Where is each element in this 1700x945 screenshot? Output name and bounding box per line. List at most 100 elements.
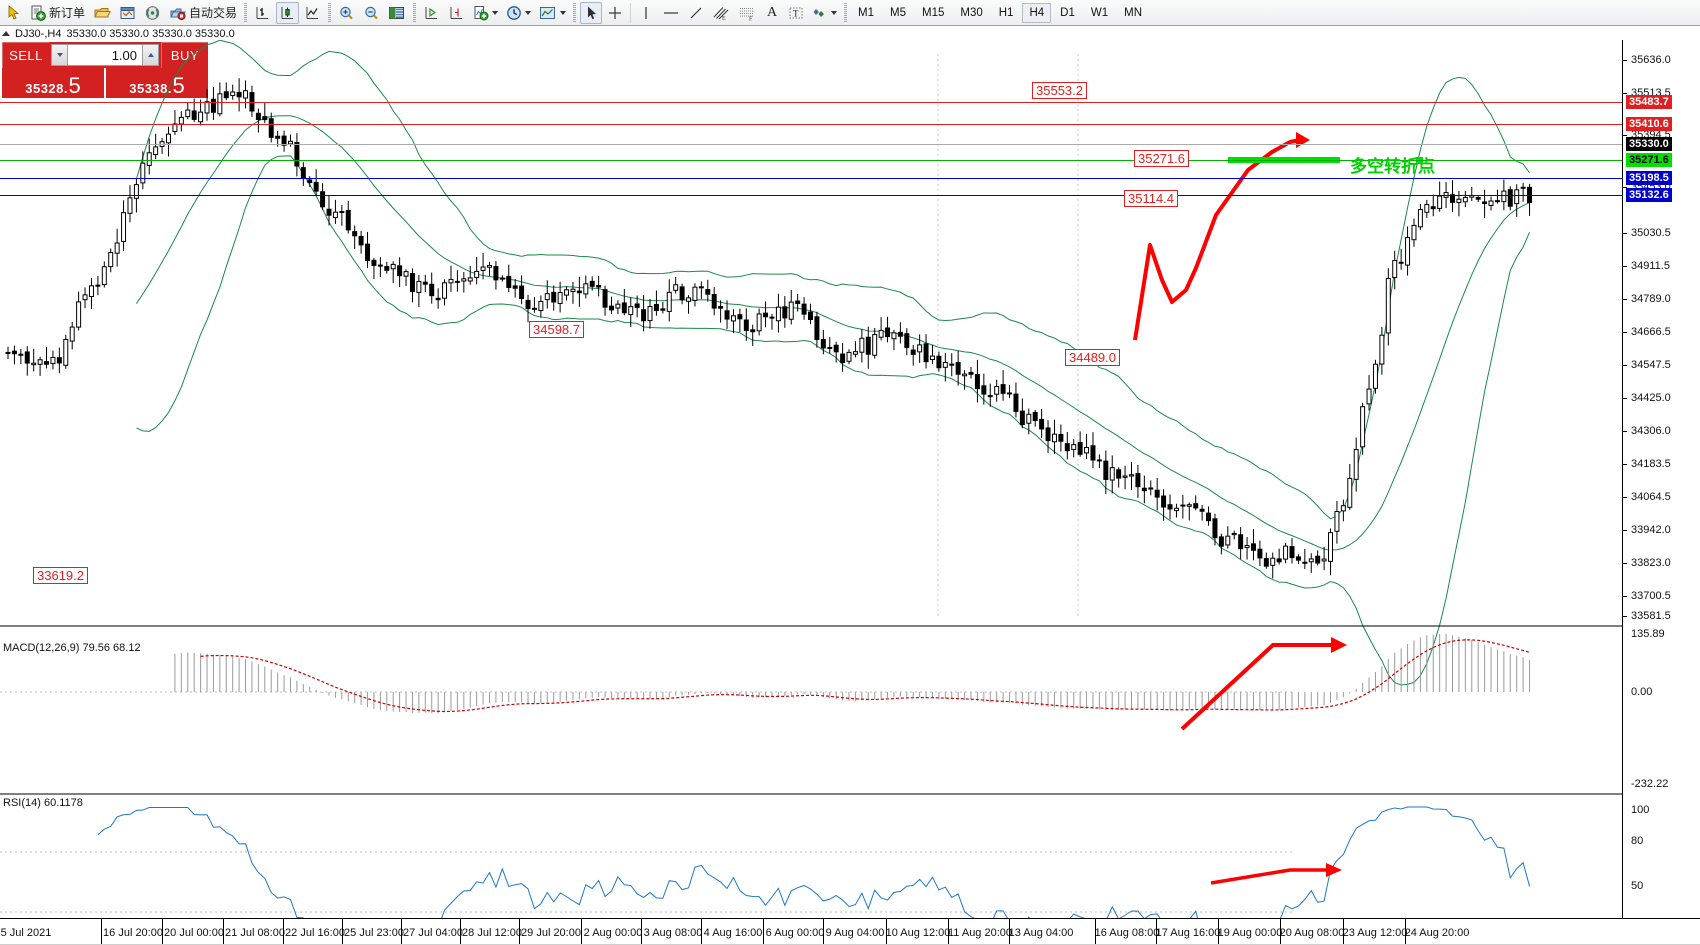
chevron-down-icon[interactable] bbox=[831, 10, 838, 15]
buy-price-button[interactable]: 35338 . 5 bbox=[104, 68, 208, 98]
time-axis-separator bbox=[823, 919, 824, 945]
vline-icon[interactable] bbox=[635, 2, 657, 24]
timeframe-m15[interactable]: M15 bbox=[922, 6, 945, 19]
price-level-chip[interactable]: 35483.7 bbox=[1626, 95, 1672, 109]
price-level-chip[interactable]: 35330.0 bbox=[1626, 137, 1672, 151]
time-axis-separator bbox=[948, 919, 949, 945]
crosshair-icon[interactable] bbox=[604, 2, 626, 24]
horizontal-level-line[interactable] bbox=[0, 160, 1622, 161]
data-window-icon[interactable] bbox=[385, 2, 409, 24]
time-axis-separator bbox=[1009, 919, 1010, 945]
chevron-down-icon[interactable] bbox=[525, 10, 532, 15]
macd-manual-arrow[interactable] bbox=[1180, 637, 1347, 731]
horizontal-level-line[interactable] bbox=[0, 124, 1622, 125]
chevron-down-icon[interactable] bbox=[560, 10, 567, 15]
price-plot[interactable]: 35553.2 35271.6 35114.4 34598.7 34489.0 33619… bbox=[0, 40, 1622, 918]
scroll-end-icon[interactable] bbox=[420, 2, 443, 24]
indicator-axis-label: 135.89 bbox=[1631, 628, 1665, 640]
volume-input[interactable]: 1.00 bbox=[68, 44, 142, 66]
price-axis-label: 33823.0 bbox=[1631, 557, 1671, 569]
hline-icon[interactable] bbox=[659, 2, 683, 24]
time-axis-separator bbox=[283, 919, 284, 945]
toolbar-separator bbox=[244, 2, 248, 23]
sell-button[interactable]: SELL bbox=[2, 42, 49, 68]
candlestick-chart-icon[interactable] bbox=[276, 1, 300, 24]
fibonacci-icon[interactable]: F bbox=[735, 2, 759, 24]
timeframe-m1[interactable]: M1 bbox=[858, 6, 875, 19]
equidistant-channel-icon[interactable]: E bbox=[709, 2, 733, 24]
textlabel-icon[interactable]: T bbox=[785, 2, 807, 24]
shapes-icon[interactable] bbox=[809, 2, 840, 24]
templates-icon[interactable] bbox=[536, 2, 569, 24]
time-axis-separator bbox=[162, 919, 163, 945]
autotrade-button[interactable]: 自动交易 bbox=[166, 2, 240, 24]
new-order-button[interactable]: 新订单 bbox=[27, 2, 88, 24]
price-axis-tick bbox=[1623, 365, 1627, 366]
time-axis[interactable]: 5 Jul 2021 16 Jul 20:00 20 Jul 00:00 21 Jul… bbox=[0, 918, 1700, 945]
time-axis-label: 20 Jul 00:00 bbox=[164, 927, 224, 939]
zoom-in-icon[interactable] bbox=[335, 2, 358, 24]
price-level-chip[interactable]: 35198.5 bbox=[1626, 171, 1672, 185]
timeframe-mn[interactable]: MN bbox=[1124, 6, 1142, 19]
window-icon[interactable] bbox=[116, 2, 139, 24]
price-axis-tick bbox=[1623, 530, 1627, 531]
time-axis-separator bbox=[223, 919, 224, 945]
price-axis-label: 34425.0 bbox=[1631, 392, 1671, 404]
cursor-arrow-icon[interactable] bbox=[3, 2, 25, 24]
buy-price-separator: . bbox=[167, 81, 172, 96]
trendline-icon[interactable] bbox=[685, 2, 707, 24]
zoom-out-icon[interactable] bbox=[360, 2, 383, 24]
sell-price-button[interactable]: 35328 . 5 bbox=[2, 68, 104, 98]
price-annotation-tag[interactable]: 35271.6 bbox=[1134, 150, 1189, 167]
buy-button[interactable]: BUY bbox=[161, 42, 208, 68]
price-annotation-tag[interactable]: 34489.0 bbox=[1065, 349, 1120, 366]
signals-icon[interactable] bbox=[141, 2, 164, 24]
price-level-chip[interactable]: 35132.6 bbox=[1626, 188, 1672, 202]
chart-shift-icon[interactable] bbox=[445, 2, 468, 24]
autotrade-label: 自动交易 bbox=[189, 6, 238, 20]
chart-canvas-area[interactable]: 35553.2 35271.6 35114.4 34598.7 34489.0 33619… bbox=[0, 40, 1700, 944]
price-level-chip[interactable]: 35410.6 bbox=[1626, 117, 1672, 131]
sell-price-fraction: 5 bbox=[68, 73, 81, 98]
chevron-down-icon[interactable] bbox=[492, 10, 499, 15]
timeframe-m30[interactable]: M30 bbox=[960, 6, 983, 19]
folder-icon[interactable] bbox=[90, 2, 114, 24]
price-axis-tick bbox=[1623, 616, 1627, 617]
time-axis-label: 21 Jul 08:00 bbox=[225, 927, 285, 939]
volume-increase-button[interactable] bbox=[142, 44, 159, 66]
volume-decrease-button[interactable] bbox=[51, 44, 68, 66]
period-icon[interactable] bbox=[503, 2, 534, 24]
timeframe-d1[interactable]: D1 bbox=[1060, 6, 1075, 19]
price-annotation-tag[interactable]: 35553.2 bbox=[1032, 82, 1087, 99]
time-axis-label: 6 Aug 00:00 bbox=[765, 927, 825, 939]
toolbar-separator bbox=[573, 2, 577, 23]
price-axis[interactable]: 35636.0 35513.5 35394.5 35453.0 35030.5 34911… bbox=[1622, 40, 1700, 944]
timeframe-m5[interactable]: M5 bbox=[890, 6, 906, 19]
horizontal-level-line[interactable] bbox=[0, 178, 1622, 179]
rsi-manual-arrow[interactable] bbox=[1210, 863, 1342, 885]
indicators-icon[interactable] bbox=[470, 2, 501, 24]
chart-expand-icon[interactable] bbox=[2, 31, 10, 36]
price-axis-label: 34911.5 bbox=[1631, 260, 1670, 272]
line-chart-icon[interactable] bbox=[301, 2, 324, 24]
horizontal-level-line[interactable] bbox=[0, 144, 1622, 145]
time-axis-label: 20 Aug 08:00 bbox=[1279, 927, 1345, 939]
price-annotation-tag[interactable]: 33619.2 bbox=[33, 567, 88, 584]
time-axis-separator bbox=[581, 919, 582, 945]
price-annotation-tag[interactable]: 35114.4 bbox=[1124, 190, 1179, 207]
horizontal-level-line[interactable] bbox=[0, 195, 1622, 196]
time-axis-separator bbox=[1280, 919, 1281, 945]
cursor-icon[interactable] bbox=[580, 1, 603, 24]
horizontal-level-line[interactable] bbox=[0, 102, 1622, 103]
timeframe-h4[interactable]: H4 bbox=[1022, 2, 1052, 23]
timeframe-w1[interactable]: W1 bbox=[1090, 6, 1109, 19]
price-axis-tick bbox=[1623, 563, 1627, 564]
text-icon[interactable]: A bbox=[766, 4, 778, 20]
price-level-chip[interactable]: 35271.6 bbox=[1626, 153, 1672, 167]
price-axis-tick bbox=[1623, 299, 1627, 300]
bar-chart-icon[interactable] bbox=[251, 2, 274, 24]
time-axis-separator bbox=[101, 919, 102, 945]
price-annotation-tag[interactable]: 34598.7 bbox=[529, 321, 584, 338]
time-axis-label: 23 Aug 12:00 bbox=[1342, 927, 1408, 939]
timeframe-h1[interactable]: H1 bbox=[998, 6, 1014, 19]
